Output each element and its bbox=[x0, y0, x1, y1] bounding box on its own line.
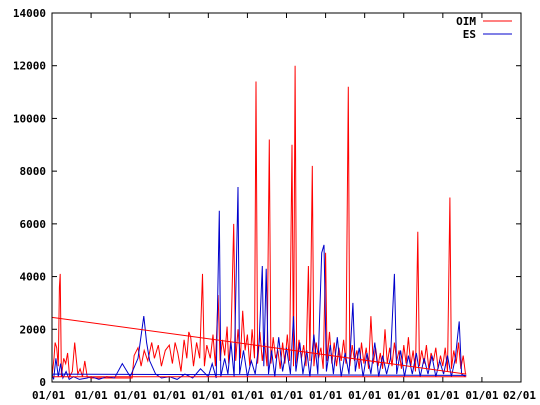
plot-frame bbox=[51, 12, 522, 383]
x-tick-label-11: 01/01 bbox=[465, 389, 498, 402]
legend: OIM ES bbox=[456, 15, 512, 41]
x-tick-label-7: 01/01 bbox=[309, 389, 342, 402]
x-tick-label-12: 02/01 bbox=[503, 389, 536, 402]
series-line-0 bbox=[51, 65, 466, 379]
x-tick-label-1: 01/01 bbox=[75, 389, 108, 402]
x-axis-ticks: 01/01 01/01 01/01 01/01 01/01 01/01 01/01 01/01… bbox=[32, 13, 536, 402]
series-line-2 bbox=[51, 316, 467, 375]
x-tick-label-8: 01/01 bbox=[348, 389, 381, 402]
x-tick-label-3: 01/01 bbox=[153, 389, 186, 402]
series-line-1 bbox=[51, 186, 466, 381]
y-tick-label-0: 0 bbox=[39, 376, 46, 389]
x-tick-label-0: 01/01 bbox=[32, 389, 65, 402]
y-axis-ticks: 0 2000 4000 6000 8000 10000 12000 14000 bbox=[13, 7, 521, 389]
x-tick-label-4: 01/01 bbox=[192, 389, 225, 402]
x-tick-label-6: 01/01 bbox=[270, 389, 303, 402]
y-tick-label-3: 6000 bbox=[20, 218, 47, 231]
y-tick-label-2: 4000 bbox=[20, 271, 47, 284]
y-tick-label-5: 10000 bbox=[13, 112, 46, 125]
x-tick-label-10: 01/01 bbox=[426, 389, 459, 402]
x-tick-label-5: 01/01 bbox=[231, 389, 264, 402]
y-tick-label-6: 12000 bbox=[13, 60, 46, 73]
x-tick-label-2: 01/01 bbox=[114, 389, 147, 402]
y-tick-label-4: 8000 bbox=[20, 165, 47, 178]
y-tick-label-7: 14000 bbox=[13, 7, 46, 20]
legend-label-es: ES bbox=[463, 28, 476, 41]
y-tick-label-1: 2000 bbox=[20, 323, 47, 336]
x-tick-label-9: 01/01 bbox=[387, 389, 420, 402]
series-layer bbox=[51, 65, 467, 381]
legend-label-oim: OIM bbox=[456, 15, 476, 28]
series-line-3 bbox=[51, 373, 467, 376]
